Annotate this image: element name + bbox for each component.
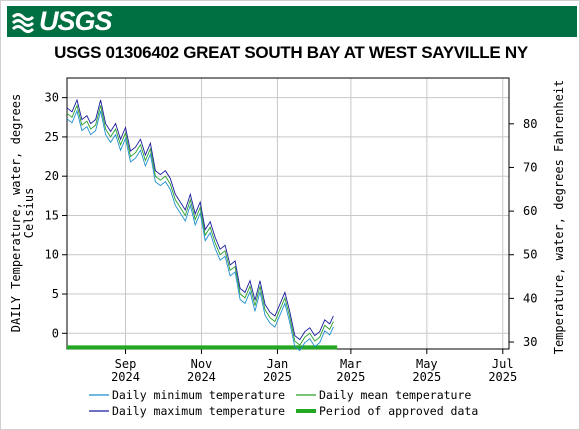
x-tick-label-month: May (416, 357, 438, 371)
usgs-logo[interactable]: USGS (11, 6, 113, 36)
axis-ticks (62, 97, 514, 354)
y-axis-left-label-line1: DAILY Temperature, water, degrees (9, 94, 23, 332)
legend-label-mean: Daily mean temperature (319, 388, 471, 402)
x-tick-label-month: Sep (115, 357, 137, 371)
y-tick-label-left: 20 (45, 169, 59, 183)
x-tick-label-year: 2025 (412, 370, 441, 384)
y-tick-label-left: 25 (45, 130, 59, 144)
x-tick-label-month: Jul (492, 357, 514, 371)
x-tick-label-year: 2024 (187, 370, 216, 384)
y-tick-label-right: 80 (523, 117, 537, 131)
y-axis-right-label: Temperature, water, degrees Fahrenheit (552, 80, 566, 355)
legend-label-max: Daily maximum temperature (112, 404, 285, 418)
y-tick-label-right: 70 (523, 160, 537, 174)
series-lines (66, 98, 334, 352)
legend-label-min: Daily minimum temperature (112, 388, 285, 402)
y-tick-label-left: 5 (52, 287, 59, 301)
y-tick-label-left: 0 (52, 326, 59, 340)
x-tick-label-month: Mar (340, 357, 362, 371)
x-tick-label-month: Nov (191, 357, 213, 371)
legend: Daily minimum temperature Daily mean tem… (89, 388, 478, 418)
y-tick-label-right: 40 (523, 291, 537, 305)
x-tick-label-year: 2025 (263, 370, 292, 384)
usgs-banner: USGS (7, 6, 577, 37)
y-tick-label-left: 10 (45, 248, 59, 262)
y-tick-label-right: 30 (523, 335, 537, 349)
usgs-logo-text: USGS (39, 6, 113, 36)
y-tick-label-right: 60 (523, 204, 537, 218)
chart-title: USGS 01306402 GREAT SOUTH BAY AT WEST SA… (54, 43, 528, 62)
y-tick-label-right: 50 (523, 248, 537, 262)
y-axis-left-label-line2: Celsius (22, 188, 36, 239)
y-tick-label-left: 15 (45, 208, 59, 222)
tick-labels: 051015202530304050607080Sep2024Nov2024Ja… (45, 91, 538, 384)
y-tick-label-left: 30 (45, 91, 59, 105)
series-line-mean (66, 104, 334, 346)
chart-grid (67, 78, 509, 349)
series-line-min (66, 109, 334, 352)
legend-label-approved: Period of approved data (319, 404, 478, 418)
x-tick-label-year: 2025 (336, 370, 365, 384)
x-tick-label-year: 2025 (488, 370, 517, 384)
x-tick-label-month: Jan (267, 357, 289, 371)
usgs-wave-icon (11, 12, 35, 33)
series-line-max (66, 98, 334, 341)
x-tick-label-year: 2024 (111, 370, 140, 384)
